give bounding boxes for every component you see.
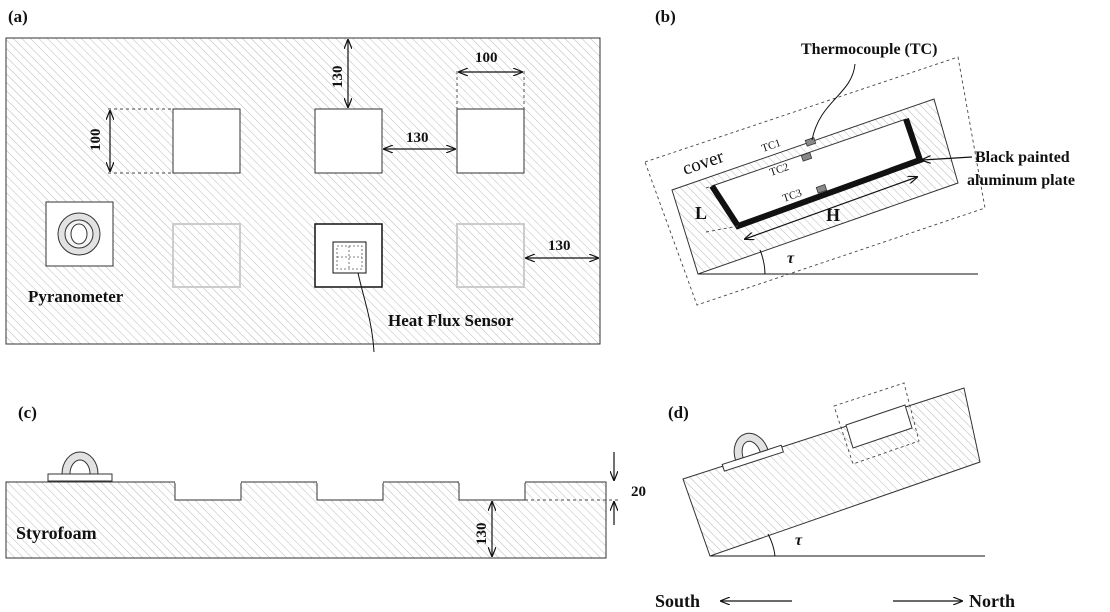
south-label: South [655,591,700,611]
tc2-sensor [800,152,813,162]
styrofoam-label: Styrofoam [16,523,97,543]
dim-thickness: 130 [474,523,490,546]
panel-c-label: (c) [18,403,37,422]
tc1-label: TC1 [760,137,782,155]
H-dimension-arrow [745,177,917,239]
cell-top-3 [456,108,525,174]
tilt-angle-arc [759,249,766,275]
panel-c: (c) Styrofoam 20 130 [5,403,646,559]
dim-between: 130 [406,130,429,146]
L-label: L [695,203,707,223]
heat-flux-sensor-icon [332,241,367,274]
panel-d-label: (d) [668,403,689,422]
H-label: H [826,205,840,225]
dim-depth: 20 [631,484,646,500]
styrofoam-board-top-view [5,37,601,345]
thermocouple-label: Thermocouple (TC) [801,41,937,58]
sensor-lead-wire [357,272,375,353]
recess-1 [174,481,242,501]
tilt-angle-arc-d [767,533,776,557]
tilted-board [682,387,981,557]
cell-top-1 [172,108,241,174]
cavity-d [845,404,913,449]
recess-2 [316,481,384,501]
dim-top-gap: 130 [330,66,346,89]
cell-top-2 [314,108,383,174]
panel-d: (d) τ [668,382,985,557]
recess-3 [458,481,526,501]
thermocouple-leader [811,63,856,141]
panel-b-label: (b) [655,7,676,26]
dim-cell-width: 100 [475,50,498,66]
cell-bottom-1 [172,223,241,288]
dim-cell-height: 100 [88,129,104,152]
panel-a-label: (a) [8,7,28,26]
cell-bottom-3 [456,223,525,288]
north-label: North [969,591,1015,611]
plate-label-line1: Black painted [975,149,1070,166]
heat-flux-sensor-label: Heat Flux Sensor [388,311,514,330]
direction-legend: South North [655,591,1015,611]
cover-box-d [833,382,920,465]
pyranometer-side-icon [47,451,113,482]
plate-label-line2: aluminum plate [967,172,1075,189]
tau-label-d: τ [795,532,803,549]
dim-right-edge: 130 [548,238,571,254]
pyranometer-tilted-icon [721,432,784,472]
pyranometer-icon [57,212,101,256]
plate-arrow [922,157,973,160]
pyranometer-label: Pyranometer [28,287,124,306]
tau-label-b: τ [787,250,795,267]
panel-b: (b) TC1 TC2 TC3 cover Thermocouple (TC) … [644,7,1075,306]
tc1-sensor [804,137,817,147]
panel-a: (a) Pyranometer Heat Flux Sensor [5,7,601,353]
